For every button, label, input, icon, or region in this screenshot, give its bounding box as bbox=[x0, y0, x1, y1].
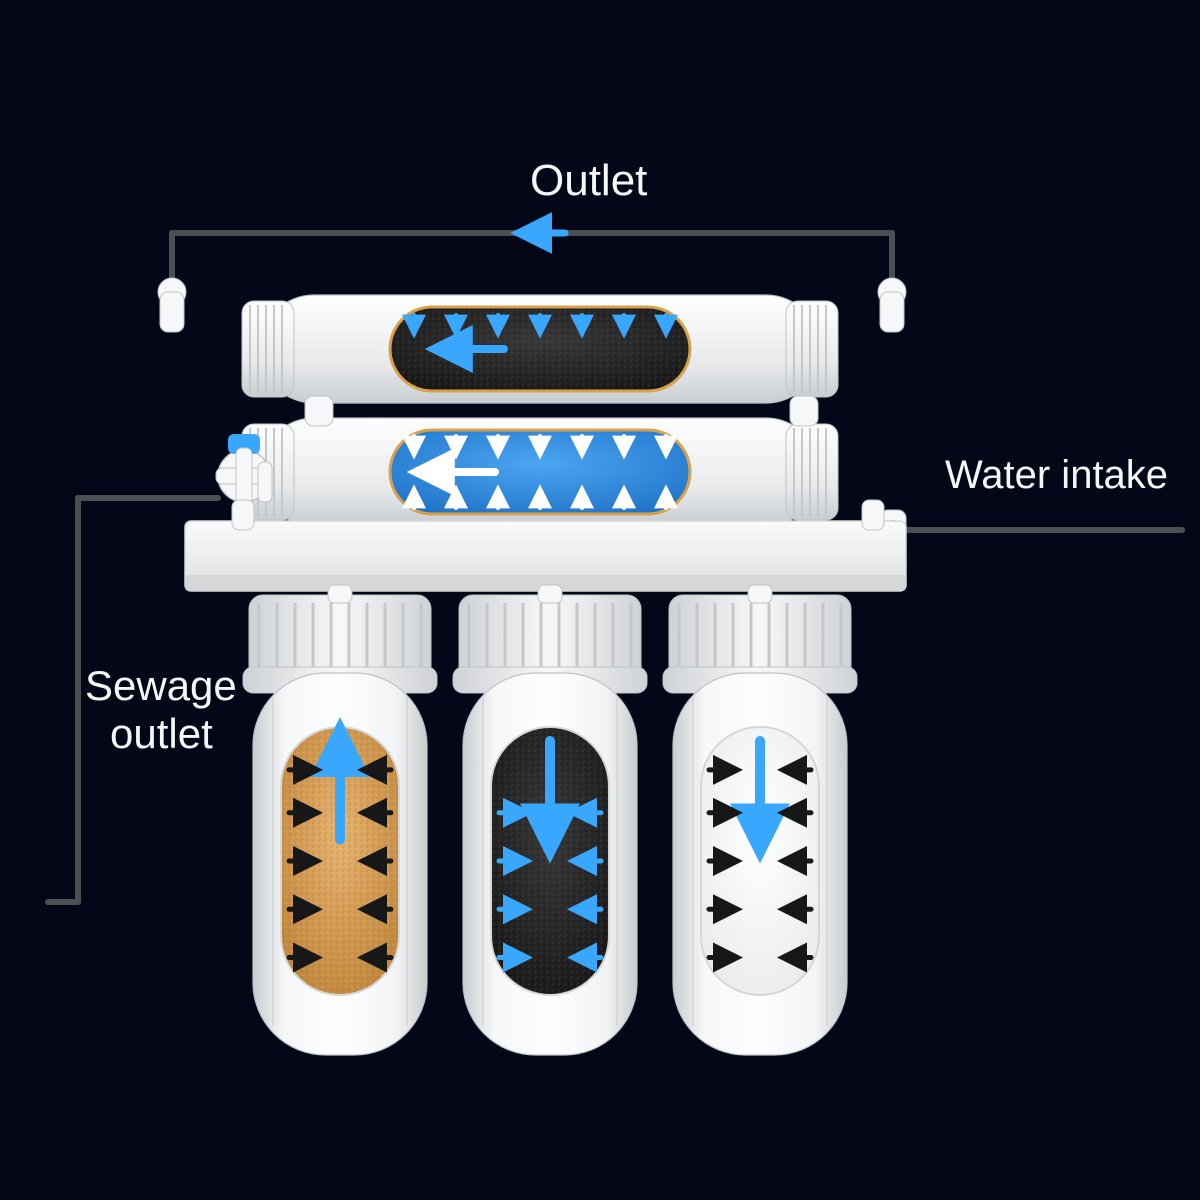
v1_sediment bbox=[243, 595, 437, 1055]
label-sewage1: Sewage bbox=[85, 662, 237, 709]
diagram-stage: Outlet Water intake Sewageoutlet bbox=[0, 0, 1200, 1200]
label-intake: Water intake bbox=[945, 453, 1168, 497]
top2_membrane bbox=[242, 418, 838, 526]
assembly-layer bbox=[158, 278, 906, 1055]
v2_carbon bbox=[453, 595, 647, 1055]
label-sewage2: outlet bbox=[110, 710, 213, 757]
label-outlet: Outlet bbox=[530, 156, 647, 205]
v3_white bbox=[663, 595, 857, 1055]
top1_carbon bbox=[242, 295, 838, 403]
